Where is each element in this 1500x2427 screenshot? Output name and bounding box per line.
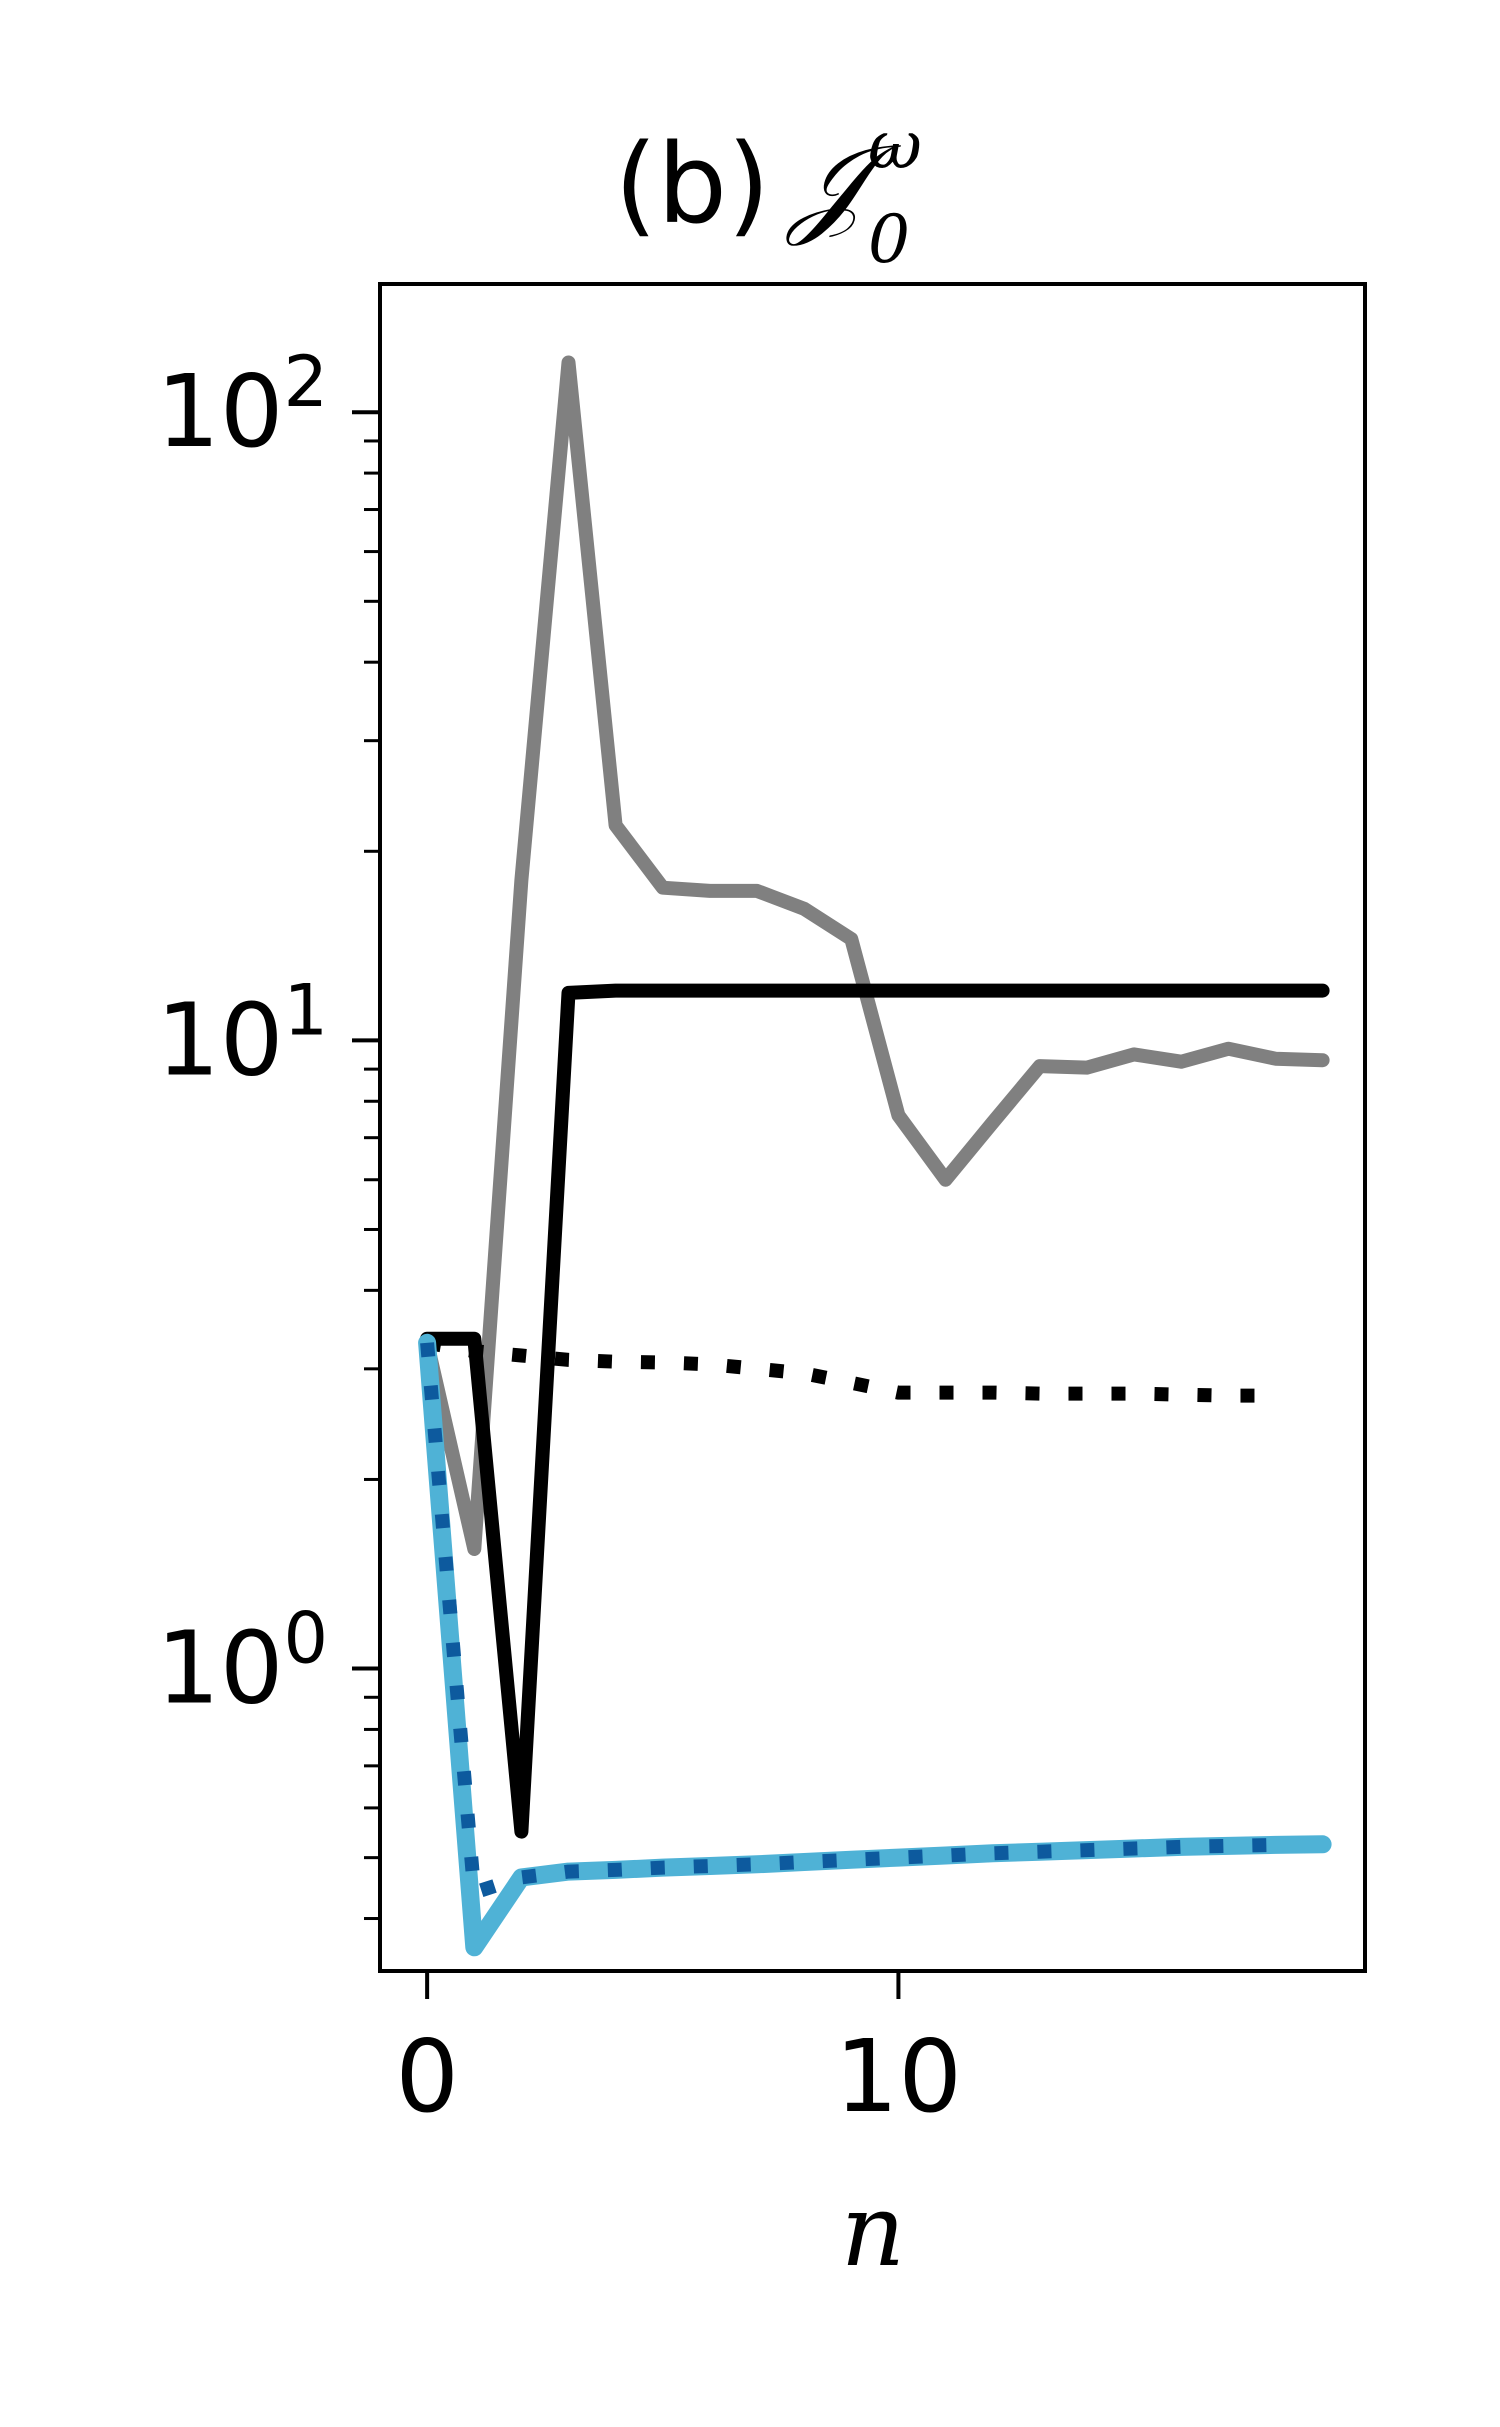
y-tick-exponent: 0 [283,1598,328,1680]
x-tick-label: 10 [835,2018,962,2135]
series-line-3 [425,1335,1276,1403]
chart-title-label: (b) [614,120,770,248]
x-axis: 0 10 [395,1971,962,2135]
y-tick-base: 10 [156,981,283,1098]
y-tick-label: 101 [156,969,328,1098]
y-tick-base: 10 [156,1610,283,1727]
chart-title-superscript: ω [868,107,922,184]
x-tick-label: 0 [395,2018,459,2135]
chart-title: (b) 𝒥 ω 0 [614,107,921,278]
plot-frame [378,282,1367,1973]
y-tick-exponent: 1 [283,969,328,1051]
y-tick-label: 100 [156,1598,328,1727]
series-line-5 [420,1342,1276,1900]
plot-series [418,355,1332,1957]
x-axis-label: n [841,2172,905,2289]
chart-title-subscript: 0 [868,201,910,278]
y-tick-base: 10 [156,353,283,470]
y-tick-label: 102 [156,341,328,470]
series-line-1 [420,355,1330,1556]
y-tick-exponent: 2 [283,341,328,423]
series-line-2 [420,983,1330,1839]
